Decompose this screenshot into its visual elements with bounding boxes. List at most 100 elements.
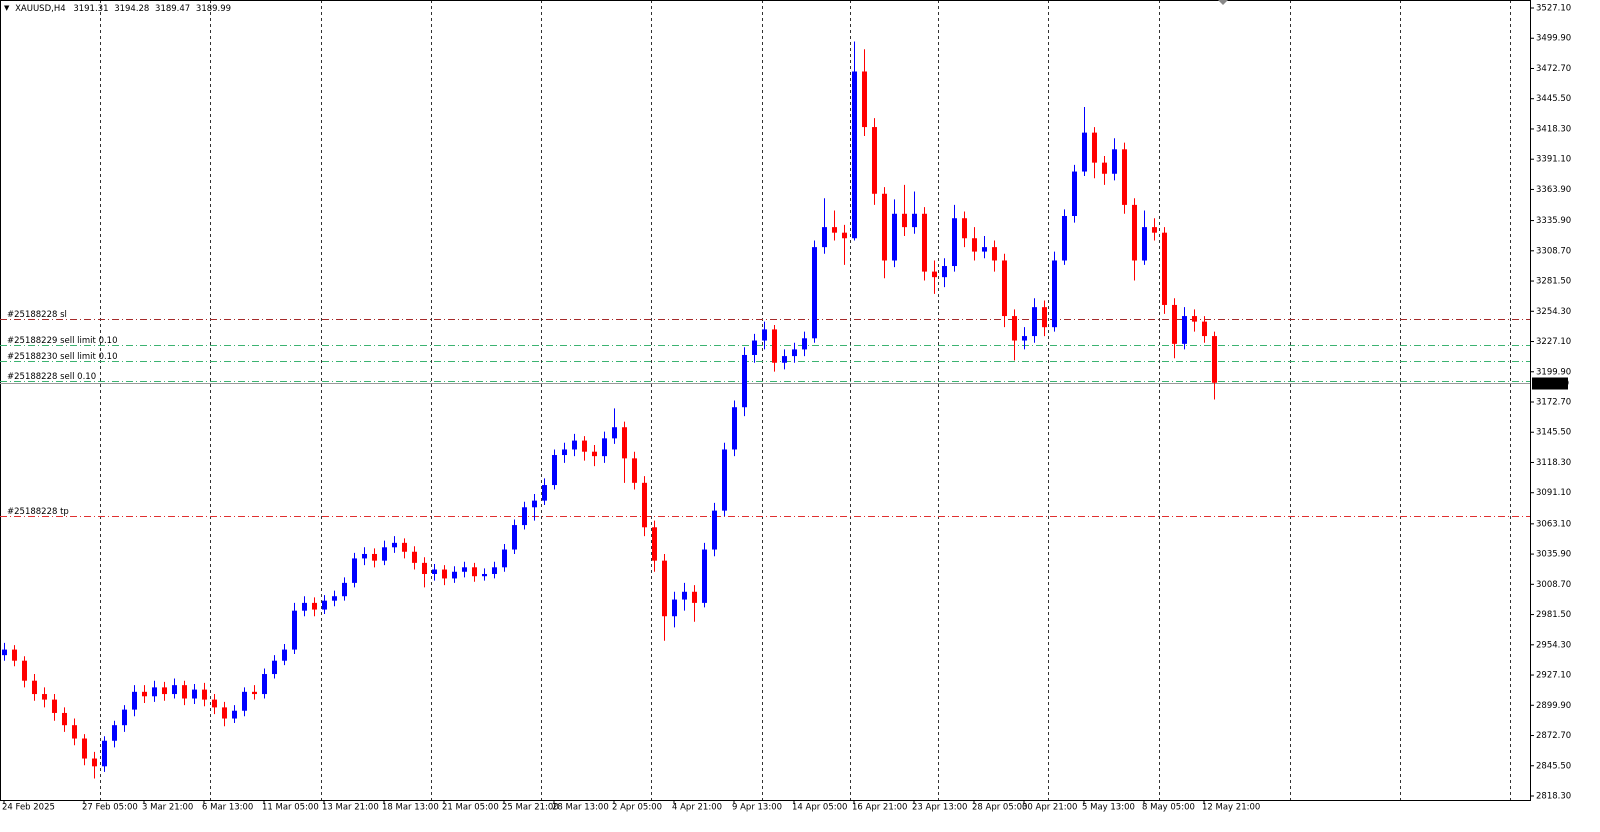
candle-body [582, 440, 587, 452]
candle-body [512, 525, 517, 550]
candle-body [572, 440, 577, 450]
candle-body [392, 542, 397, 548]
candle-body [352, 558, 357, 583]
y-tick-label: 3227.10 [1536, 337, 1571, 347]
candle-body [2, 649, 7, 656]
candle-body [382, 547, 387, 561]
candle-body [1002, 260, 1007, 317]
x-tick-label: 2 Apr 05:00 [612, 803, 662, 813]
candle-body [932, 271, 937, 278]
candle-body [22, 660, 27, 681]
x-tick-label: 23 Apr 13:00 [912, 803, 967, 813]
candle-body [962, 218, 967, 239]
candle-body [72, 725, 77, 739]
candle-body [1022, 336, 1027, 341]
candle-body [182, 685, 187, 699]
candle-body [682, 591, 687, 600]
candle-body [12, 649, 17, 661]
candle-body [262, 674, 267, 695]
candle-body [452, 571, 457, 579]
candle-body [842, 232, 847, 239]
y-tick-label: 2981.50 [1536, 610, 1571, 620]
candle-body [672, 599, 677, 617]
x-tick-label: 9 Apr 13:00 [732, 803, 782, 813]
y-tick-label: 2872.70 [1536, 731, 1571, 741]
y-tick-label: 3363.90 [1536, 185, 1571, 195]
y-tick-label: 3335.90 [1536, 216, 1571, 226]
vertical-grid [100, 0, 1511, 800]
candle-body [322, 600, 327, 610]
x-tick-label: 18 Mar 13:00 [382, 803, 439, 813]
candle-body [1122, 149, 1127, 205]
candle-body [622, 427, 627, 459]
candle-body [832, 227, 837, 233]
candle-body [282, 649, 287, 661]
candle-body [942, 266, 947, 278]
candle-body [602, 438, 607, 457]
x-tick-label: 4 Apr 21:00 [672, 803, 722, 813]
x-tick-label: 11 Mar 05:00 [262, 803, 319, 813]
y-tick-label: 2818.30 [1536, 791, 1571, 801]
candle-body [612, 427, 617, 439]
candle-body [1052, 260, 1057, 328]
candle-body [152, 687, 157, 697]
x-tick-label: 12 May 21:00 [1202, 803, 1260, 813]
y-tick-label: 3145.50 [1536, 428, 1571, 438]
x-tick-label: 25 Mar 21:00 [502, 803, 559, 813]
candle-body [482, 573, 487, 577]
candle-body [722, 449, 727, 511]
candle-body [242, 691, 247, 711]
candle-body [1112, 149, 1117, 174]
candle-body [862, 71, 867, 128]
candle-body [312, 602, 317, 610]
candle-body [1172, 304, 1177, 344]
candle-body [232, 710, 237, 719]
y-tick-label: 3172.70 [1536, 398, 1571, 408]
candle-body [872, 127, 877, 194]
y-tick-label: 3472.70 [1536, 64, 1571, 74]
candle-body [362, 553, 367, 559]
shift-marker [1218, 0, 1228, 5]
candle-body [112, 725, 117, 741]
y-tick-label: 2899.90 [1536, 701, 1571, 711]
candle-body [662, 560, 667, 617]
candle-body [882, 193, 887, 261]
y-tick-label: 3499.90 [1536, 34, 1571, 44]
candle-body [712, 510, 717, 550]
candle-body [402, 542, 407, 552]
candle-body [1202, 321, 1207, 337]
plot-frame [0, 0, 1531, 801]
candle-body [462, 567, 467, 572]
y-tick-label: 2954.30 [1536, 640, 1571, 650]
candle-body [132, 691, 137, 710]
candle-body [42, 694, 47, 700]
candle-body [812, 247, 817, 339]
x-tick-label: 6 Mar 13:00 [202, 803, 253, 813]
y-tick-label: 3118.30 [1536, 458, 1571, 468]
candle-body [162, 687, 167, 695]
candle-body [1082, 132, 1087, 172]
order-label: #25188228 sl [7, 310, 67, 320]
candle-body [32, 680, 37, 695]
candle-body [222, 707, 227, 719]
candle-body [642, 482, 647, 528]
candle-body [632, 458, 637, 483]
header-arrow: ▼ [4, 4, 10, 12]
y-tick-label: 3391.10 [1536, 155, 1571, 165]
symbol: XAUUSD,H4 [15, 4, 66, 14]
order-label: #25188230 sell limit 0.10 [7, 352, 118, 362]
candle-body [952, 218, 957, 267]
candle-body [702, 549, 707, 603]
candle-body [122, 709, 127, 726]
candle-body [652, 527, 657, 561]
x-tick-label: 5 May 13:00 [1082, 803, 1135, 813]
candle-body [1032, 307, 1037, 337]
x-tick-label: 28 Apr 05:00 [972, 803, 1027, 813]
candle-body [62, 712, 67, 726]
candle-body [1212, 336, 1217, 383]
y-tick-label: 3091.10 [1536, 488, 1571, 498]
candle-body [492, 567, 497, 574]
candle-body [1192, 316, 1197, 322]
candle-body [1142, 227, 1147, 261]
